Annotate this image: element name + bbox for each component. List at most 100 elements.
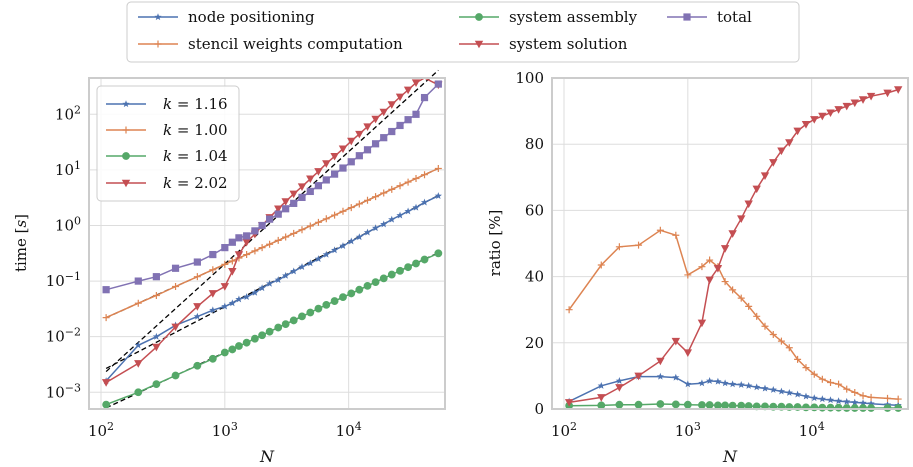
- data-point: [818, 403, 827, 412]
- data-point: [363, 281, 372, 290]
- marker-shape: [347, 204, 355, 212]
- data-point: [379, 108, 388, 117]
- marker-shape: [251, 334, 259, 343]
- marker-shape-group: [122, 152, 130, 160]
- data-point: [396, 211, 404, 219]
- data-point: [171, 264, 180, 272]
- marker-shape: [134, 388, 143, 397]
- marker-shape: [298, 193, 306, 202]
- figure-legend-label: node positioning: [188, 8, 315, 26]
- marker-shape: [785, 344, 793, 352]
- series-node-positioning: [102, 192, 442, 384]
- time-chart-legend-entry: k = 2.02: [106, 174, 228, 192]
- marker-shape: [314, 182, 323, 190]
- tick-label: 20: [525, 334, 544, 352]
- marker-shape: [274, 323, 283, 332]
- marker-shape: [866, 92, 876, 101]
- data-point: [615, 243, 623, 251]
- marker-shape: [282, 205, 290, 213]
- data-point: [152, 292, 160, 300]
- data-point: [843, 385, 851, 393]
- marker-shape: [714, 377, 722, 385]
- marker-shape: [193, 361, 202, 370]
- time-chart-legend-label: k = 2.02: [163, 174, 228, 192]
- data-point: [242, 238, 251, 247]
- data-point: [753, 383, 761, 391]
- data-point: [434, 249, 443, 258]
- marker-shape: [403, 86, 413, 95]
- marker-shape: [683, 400, 692, 409]
- marker-shape: [769, 386, 777, 393]
- figure-legend-label: stencil weights computation: [188, 35, 403, 53]
- marker-shape-group: [475, 13, 483, 21]
- marker-shape: [893, 86, 903, 94]
- marker-shape: [102, 400, 111, 409]
- data-point: [826, 109, 835, 118]
- marker-shape: [434, 192, 442, 200]
- data-point: [671, 400, 680, 409]
- data-point: [282, 271, 290, 279]
- marker-shape: [634, 400, 643, 409]
- marker-shape: [347, 289, 356, 298]
- marker-shape: [396, 266, 404, 275]
- marker-shape: [697, 319, 707, 328]
- marker-shape: [396, 182, 404, 190]
- data-point: [818, 395, 826, 403]
- marker-shape: [434, 249, 443, 258]
- data-point: [290, 229, 298, 237]
- marker-shape: [258, 284, 266, 292]
- data-point: [810, 370, 818, 378]
- marker-shape: [793, 390, 802, 398]
- marker-shape: [794, 355, 802, 363]
- data-point: [396, 121, 404, 130]
- data-point: [672, 231, 680, 239]
- marker-shape: [396, 121, 404, 130]
- data-point: [380, 220, 388, 228]
- marker-shape: [474, 40, 484, 49]
- marker-shape: [843, 385, 851, 393]
- marker-shape: [785, 139, 794, 147]
- marker-shape: [221, 260, 229, 268]
- data-point: [634, 400, 643, 409]
- marker-shape: [355, 233, 363, 241]
- marker-shape-group: [121, 179, 131, 188]
- data-point: [208, 354, 217, 363]
- marker-shape: [883, 89, 892, 98]
- marker-shape: [355, 130, 364, 139]
- data-point: [258, 221, 266, 230]
- marker-shape: [364, 196, 372, 204]
- data-point: [412, 203, 420, 211]
- marker-shape: [322, 300, 331, 309]
- plot-area: [552, 78, 908, 409]
- figure-legend: node positioning stencil weights computa…: [126, 1, 800, 63]
- marker-shape: [152, 273, 160, 281]
- marker-shape: [597, 261, 605, 269]
- data-point: [379, 274, 388, 283]
- tick-label: 102: [551, 420, 577, 440]
- marker-shape: [737, 381, 745, 388]
- data-point: [306, 187, 314, 196]
- data-point: [867, 399, 875, 407]
- marker-shape: [193, 258, 201, 266]
- data-point: [802, 392, 810, 400]
- data-point: [396, 266, 404, 275]
- marker-shape: [306, 222, 314, 230]
- data-point: [769, 331, 777, 339]
- marker-shape: [243, 251, 251, 259]
- data-point: [355, 233, 363, 241]
- marker-shape: [282, 233, 290, 241]
- marker-shape: [242, 338, 251, 347]
- data-point: [330, 170, 339, 178]
- data-point: [721, 278, 729, 286]
- tick-label: 102: [55, 103, 81, 123]
- data-point: [322, 215, 330, 223]
- data-point: [697, 319, 707, 328]
- marker-shape: [859, 399, 867, 407]
- data-point: [411, 79, 421, 88]
- data-point: [355, 200, 363, 208]
- tick-label: 10−3: [46, 381, 81, 401]
- marker-shape: [842, 102, 851, 111]
- tick-label: 103: [212, 420, 238, 440]
- data-point: [851, 398, 859, 406]
- figure-legend-entry-total: total: [667, 8, 752, 26]
